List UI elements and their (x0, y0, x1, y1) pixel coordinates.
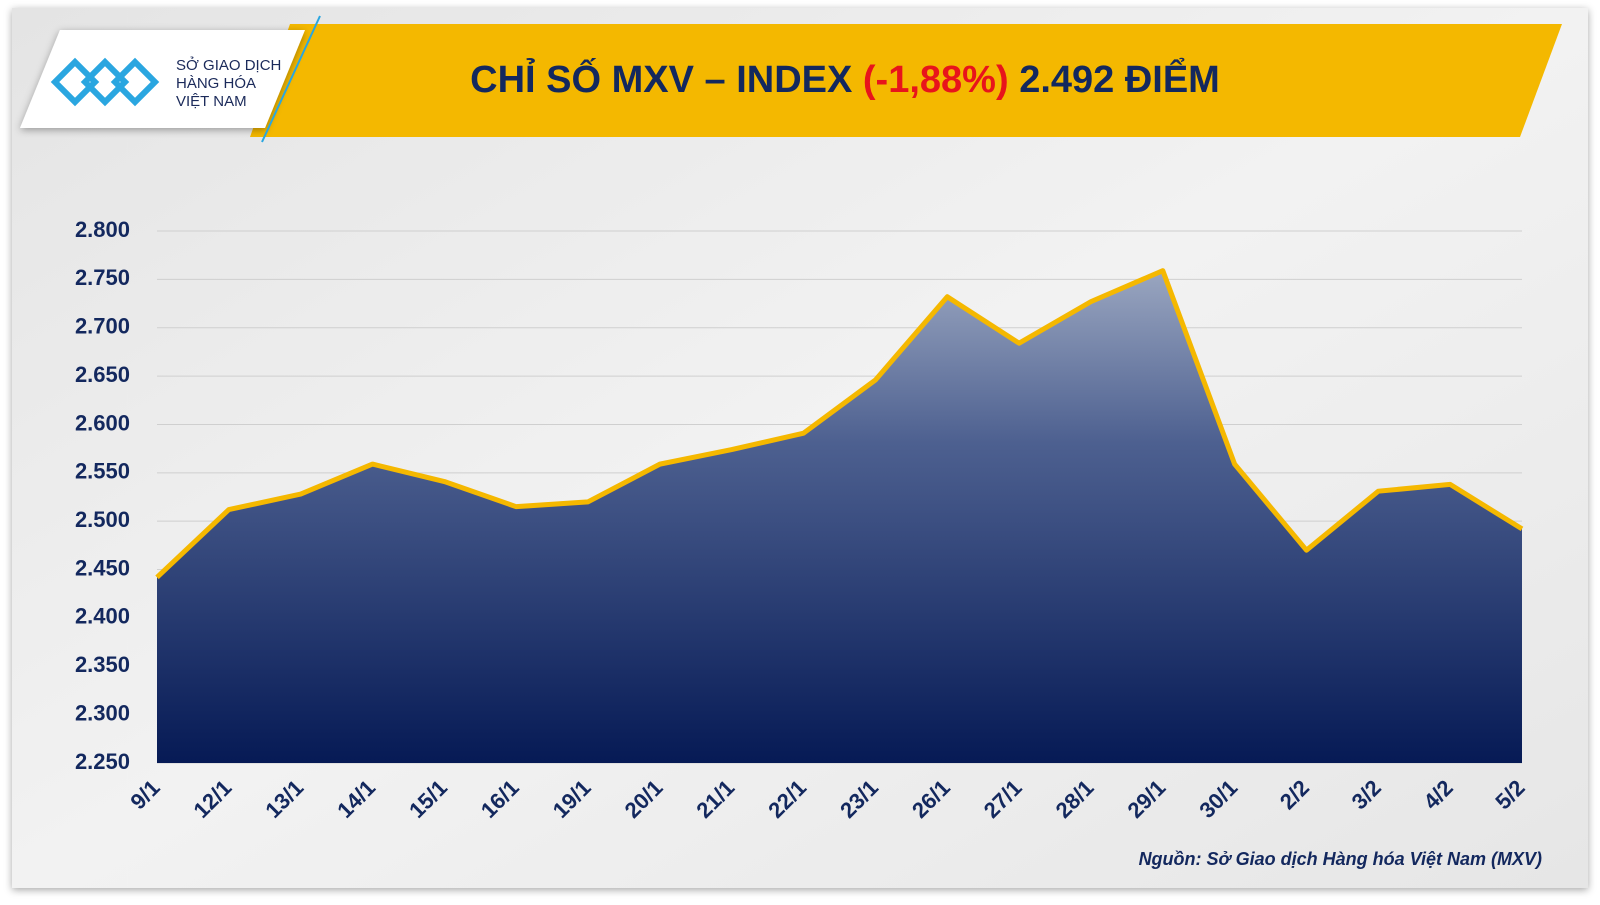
logo-accent (261, 15, 321, 143)
area (157, 270, 1522, 763)
y-tick-label: 2.250 (75, 749, 130, 774)
logo-box (20, 30, 305, 128)
y-tick-label: 2.600 (75, 410, 130, 435)
logo-text: HÀNG HÓA (176, 75, 256, 92)
line (155, 268, 1524, 580)
title-part: 2.492 ĐIỂM (1019, 56, 1220, 101)
y-tick-label: 2.800 (75, 217, 130, 242)
source: Nguồn: Sở Giao dịch Hàng hóa Việt Nam (M… (1139, 849, 1542, 869)
y-tick-label: 2.450 (75, 555, 130, 580)
header-band (250, 24, 1562, 137)
logo-text: VIỆT NAM (176, 93, 247, 110)
logo-mark (50, 57, 160, 107)
title-part: CHỈ SỐ MXV – INDEX (470, 56, 853, 101)
title-change: (-1,88%) (863, 59, 1009, 101)
y-tick-label: 2.300 (75, 700, 130, 725)
y-tick-label: 2.500 (75, 507, 130, 532)
y-tick-label: 2.750 (75, 265, 130, 290)
y-tick-label: 2.400 (75, 604, 130, 629)
chart-title: CHỈ SỐ MXV – INDEX (-1,88%) 2.492 ĐIỂM (470, 56, 1220, 101)
y-tick-label: 2.350 (75, 652, 130, 677)
y-tick-label: 2.550 (75, 459, 130, 484)
y-tick-label: 2.650 (75, 362, 130, 387)
logo-text: SỞ GIAO DỊCH (176, 56, 281, 74)
y-tick-label: 2.700 (75, 314, 130, 339)
